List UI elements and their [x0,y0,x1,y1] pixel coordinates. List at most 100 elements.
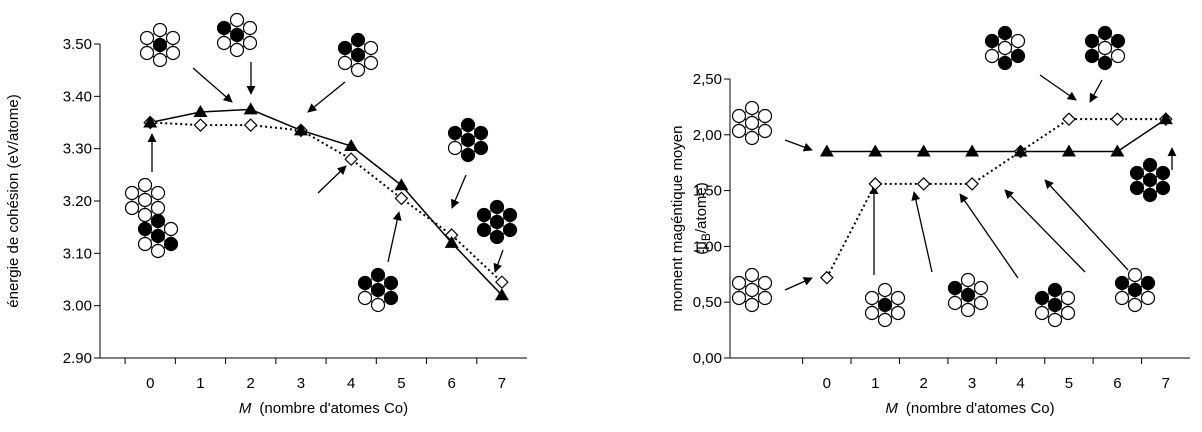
y-axis-label: moment magéntique moyen [669,126,686,312]
x-tick-label: 4 [347,375,355,392]
atom [124,200,140,216]
atom [150,185,166,201]
atom [744,282,760,298]
atom [973,280,989,296]
atom [1060,305,1076,321]
triangle-marker [394,178,409,191]
unit-sub: B [699,233,713,241]
y-tick-label: 3.40 [63,88,92,105]
triangle-marker [293,123,308,136]
atom [1097,40,1113,56]
x-tick-label: 6 [447,375,455,392]
atom [357,290,373,306]
y-tick-label: 2,50 [693,71,722,88]
atom [165,30,181,46]
x-axis-label: M (nombre d'atomes Co) [239,400,408,417]
atom [460,132,476,148]
y-tick-label: 1,50 [693,183,722,200]
x-axis-text: (nombre d'atomes Co) [906,400,1055,417]
series-line [825,118,1166,279]
atom [363,40,379,56]
atom [757,290,773,306]
atom [731,275,747,291]
atom [1097,55,1113,71]
atom [137,192,153,208]
atom [163,221,179,237]
diamond-marker [344,152,359,166]
cluster-illustrations [124,12,1177,328]
atom [731,123,747,139]
diamond-marker [193,118,208,132]
atom [460,117,476,133]
atom [489,229,505,245]
diamond-marker [1110,112,1125,127]
atom [350,32,366,48]
arrow [784,277,813,291]
atom [877,297,893,313]
atom [947,280,963,296]
x-tick-label: 3 [297,375,305,392]
x-tick-label: 6 [1113,375,1121,392]
atom [890,305,906,321]
atom [476,222,492,238]
atom [124,185,140,201]
atom [150,243,166,259]
atom [997,55,1013,71]
atom [1140,275,1156,291]
triangle-marker [1061,144,1076,157]
atom [731,108,747,124]
atom [150,213,166,229]
x-tick-label: 2 [247,375,255,392]
atom [476,207,492,223]
atom [757,123,773,139]
atom [1127,282,1143,298]
atom [1129,180,1145,196]
diamond-marker [243,118,258,132]
arrow [1044,179,1129,271]
atom [984,33,1000,49]
atom [242,35,258,51]
atom [150,228,166,244]
atom [997,25,1013,41]
series-line [826,118,1167,153]
atom [947,295,963,311]
atom [1110,48,1126,64]
unit-part: /atome) [693,182,710,233]
diamond-marker [394,191,409,206]
triangle-marker [868,144,883,157]
atom [1155,165,1171,181]
arrow [1039,74,1077,101]
triangle-marker [193,105,208,118]
x-tick-label: 3 [968,375,976,392]
arrow [387,211,402,263]
arrow [959,193,1019,279]
arrow [1089,79,1103,103]
x-axis-label: M (nombre d'atomes Co) [885,400,1054,417]
triangle-marker [444,235,459,248]
x-tick-label: 1 [871,375,879,392]
triangle-marker [916,144,931,157]
atom [229,12,245,28]
atom [337,55,353,71]
atom [1155,180,1171,196]
arrow [784,139,813,152]
atom [152,52,168,68]
triangle-marker [965,144,980,157]
atom [137,221,153,237]
atom [447,140,463,156]
atom [744,115,760,131]
atom [150,200,166,216]
atom [1129,165,1145,181]
y-tick-label: 3.20 [63,193,92,210]
atom [877,312,893,328]
atom [137,177,153,193]
atom [1127,267,1143,283]
y-axis-label: énergie de cohésion (eV/atome) [5,94,22,307]
atom [216,20,232,36]
atom [1047,297,1063,313]
atom [447,125,463,141]
atom [350,62,366,78]
atom [1142,172,1158,188]
triangle-marker [1110,144,1125,157]
